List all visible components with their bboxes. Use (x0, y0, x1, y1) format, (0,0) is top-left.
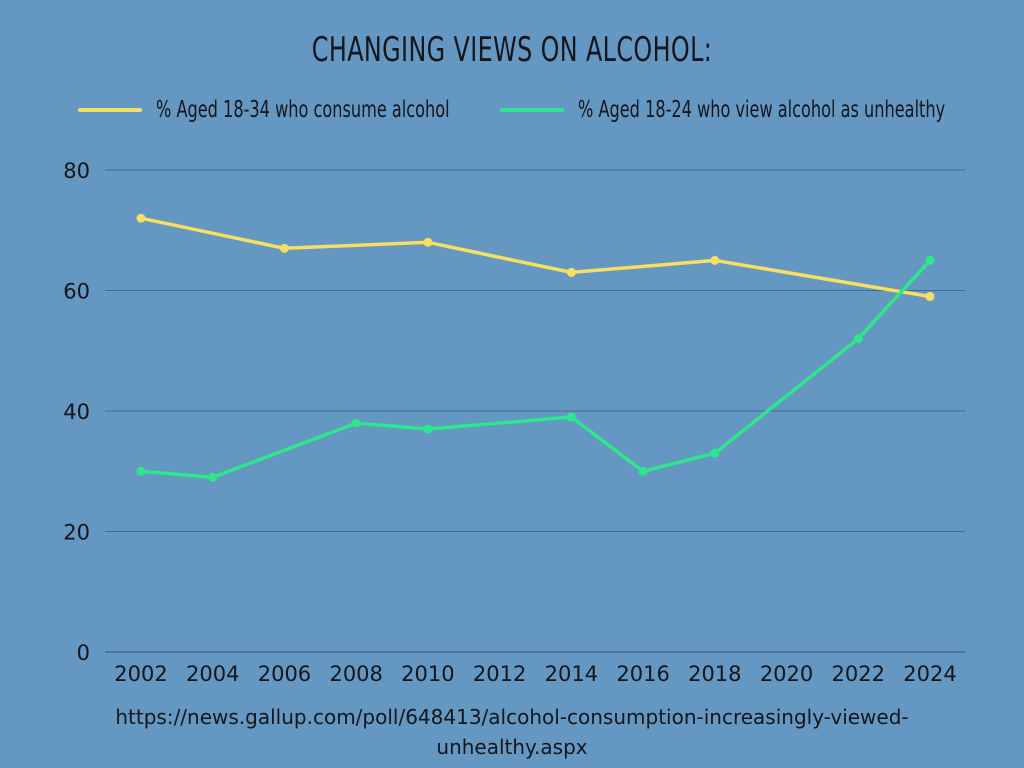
data-point-series-1 (566, 267, 576, 277)
data-point-series-2 (351, 418, 361, 428)
data-point-series-1 (279, 243, 289, 253)
data-point-series-1 (136, 213, 146, 223)
series-line-1 (139, 216, 932, 299)
data-point-series-1 (925, 292, 935, 302)
legend-swatch-consume (78, 108, 142, 112)
x-tick-label: 2006 (258, 662, 311, 686)
data-point-series-2 (136, 466, 146, 476)
x-tick-label: 2018 (688, 662, 741, 686)
legend-item-unhealthy: % Aged 18-24 who view alcohol as unhealt… (500, 94, 1024, 126)
x-tick-label: 2016 (616, 662, 669, 686)
source-line-2: unhealthy.aspx (436, 735, 588, 759)
x-tick-label: 2022 (832, 662, 885, 686)
x-tick-label: 2012 (473, 662, 526, 686)
y-tick-label: 40 (63, 400, 90, 424)
x-tick-label: 2010 (401, 662, 454, 686)
y-tick-label: 0 (77, 641, 90, 665)
source-citation: https://news.gallup.com/poll/648413/alco… (0, 702, 1024, 762)
data-point-series-2 (710, 448, 720, 458)
y-tick-label: 20 (63, 521, 90, 545)
legend-label-unhealthy: % Aged 18-24 who view alcohol as unhealt… (578, 97, 946, 123)
data-point-series-1 (710, 255, 720, 265)
data-point-series-2 (423, 424, 433, 434)
series-line-2 (139, 258, 932, 480)
x-tick-label: 2014 (545, 662, 598, 686)
data-point-series-1 (423, 237, 433, 247)
data-point-series-2 (638, 466, 648, 476)
chart-title: CHANGING VIEWS ON ALCOHOL: (311, 30, 713, 70)
x-tick-label: 2008 (329, 662, 382, 686)
data-point-series-2 (853, 334, 863, 344)
legend-label-consume: % Aged 18-34 who consume alcohol (156, 97, 450, 123)
line-chart: 0 20 40 60 80 2002 2004 2006 2008 2010 2012 2014 201… (63, 159, 965, 686)
data-point-series-2 (925, 255, 935, 265)
legend-swatch-unhealthy (500, 108, 564, 112)
x-tick-label: 2004 (186, 662, 239, 686)
source-line-1: https://news.gallup.com/poll/648413/alco… (115, 705, 909, 729)
x-tick-label: 2020 (760, 662, 813, 686)
legend-item-consume: % Aged 18-34 who consume alcohol (78, 94, 532, 126)
y-tick-label: 80 (63, 159, 90, 183)
x-tick-label: 2024 (903, 662, 956, 686)
y-tick-label: 60 (63, 280, 90, 304)
data-point-series-2 (566, 412, 576, 422)
x-tick-label: 2002 (114, 662, 167, 686)
data-point-series-2 (208, 472, 218, 482)
